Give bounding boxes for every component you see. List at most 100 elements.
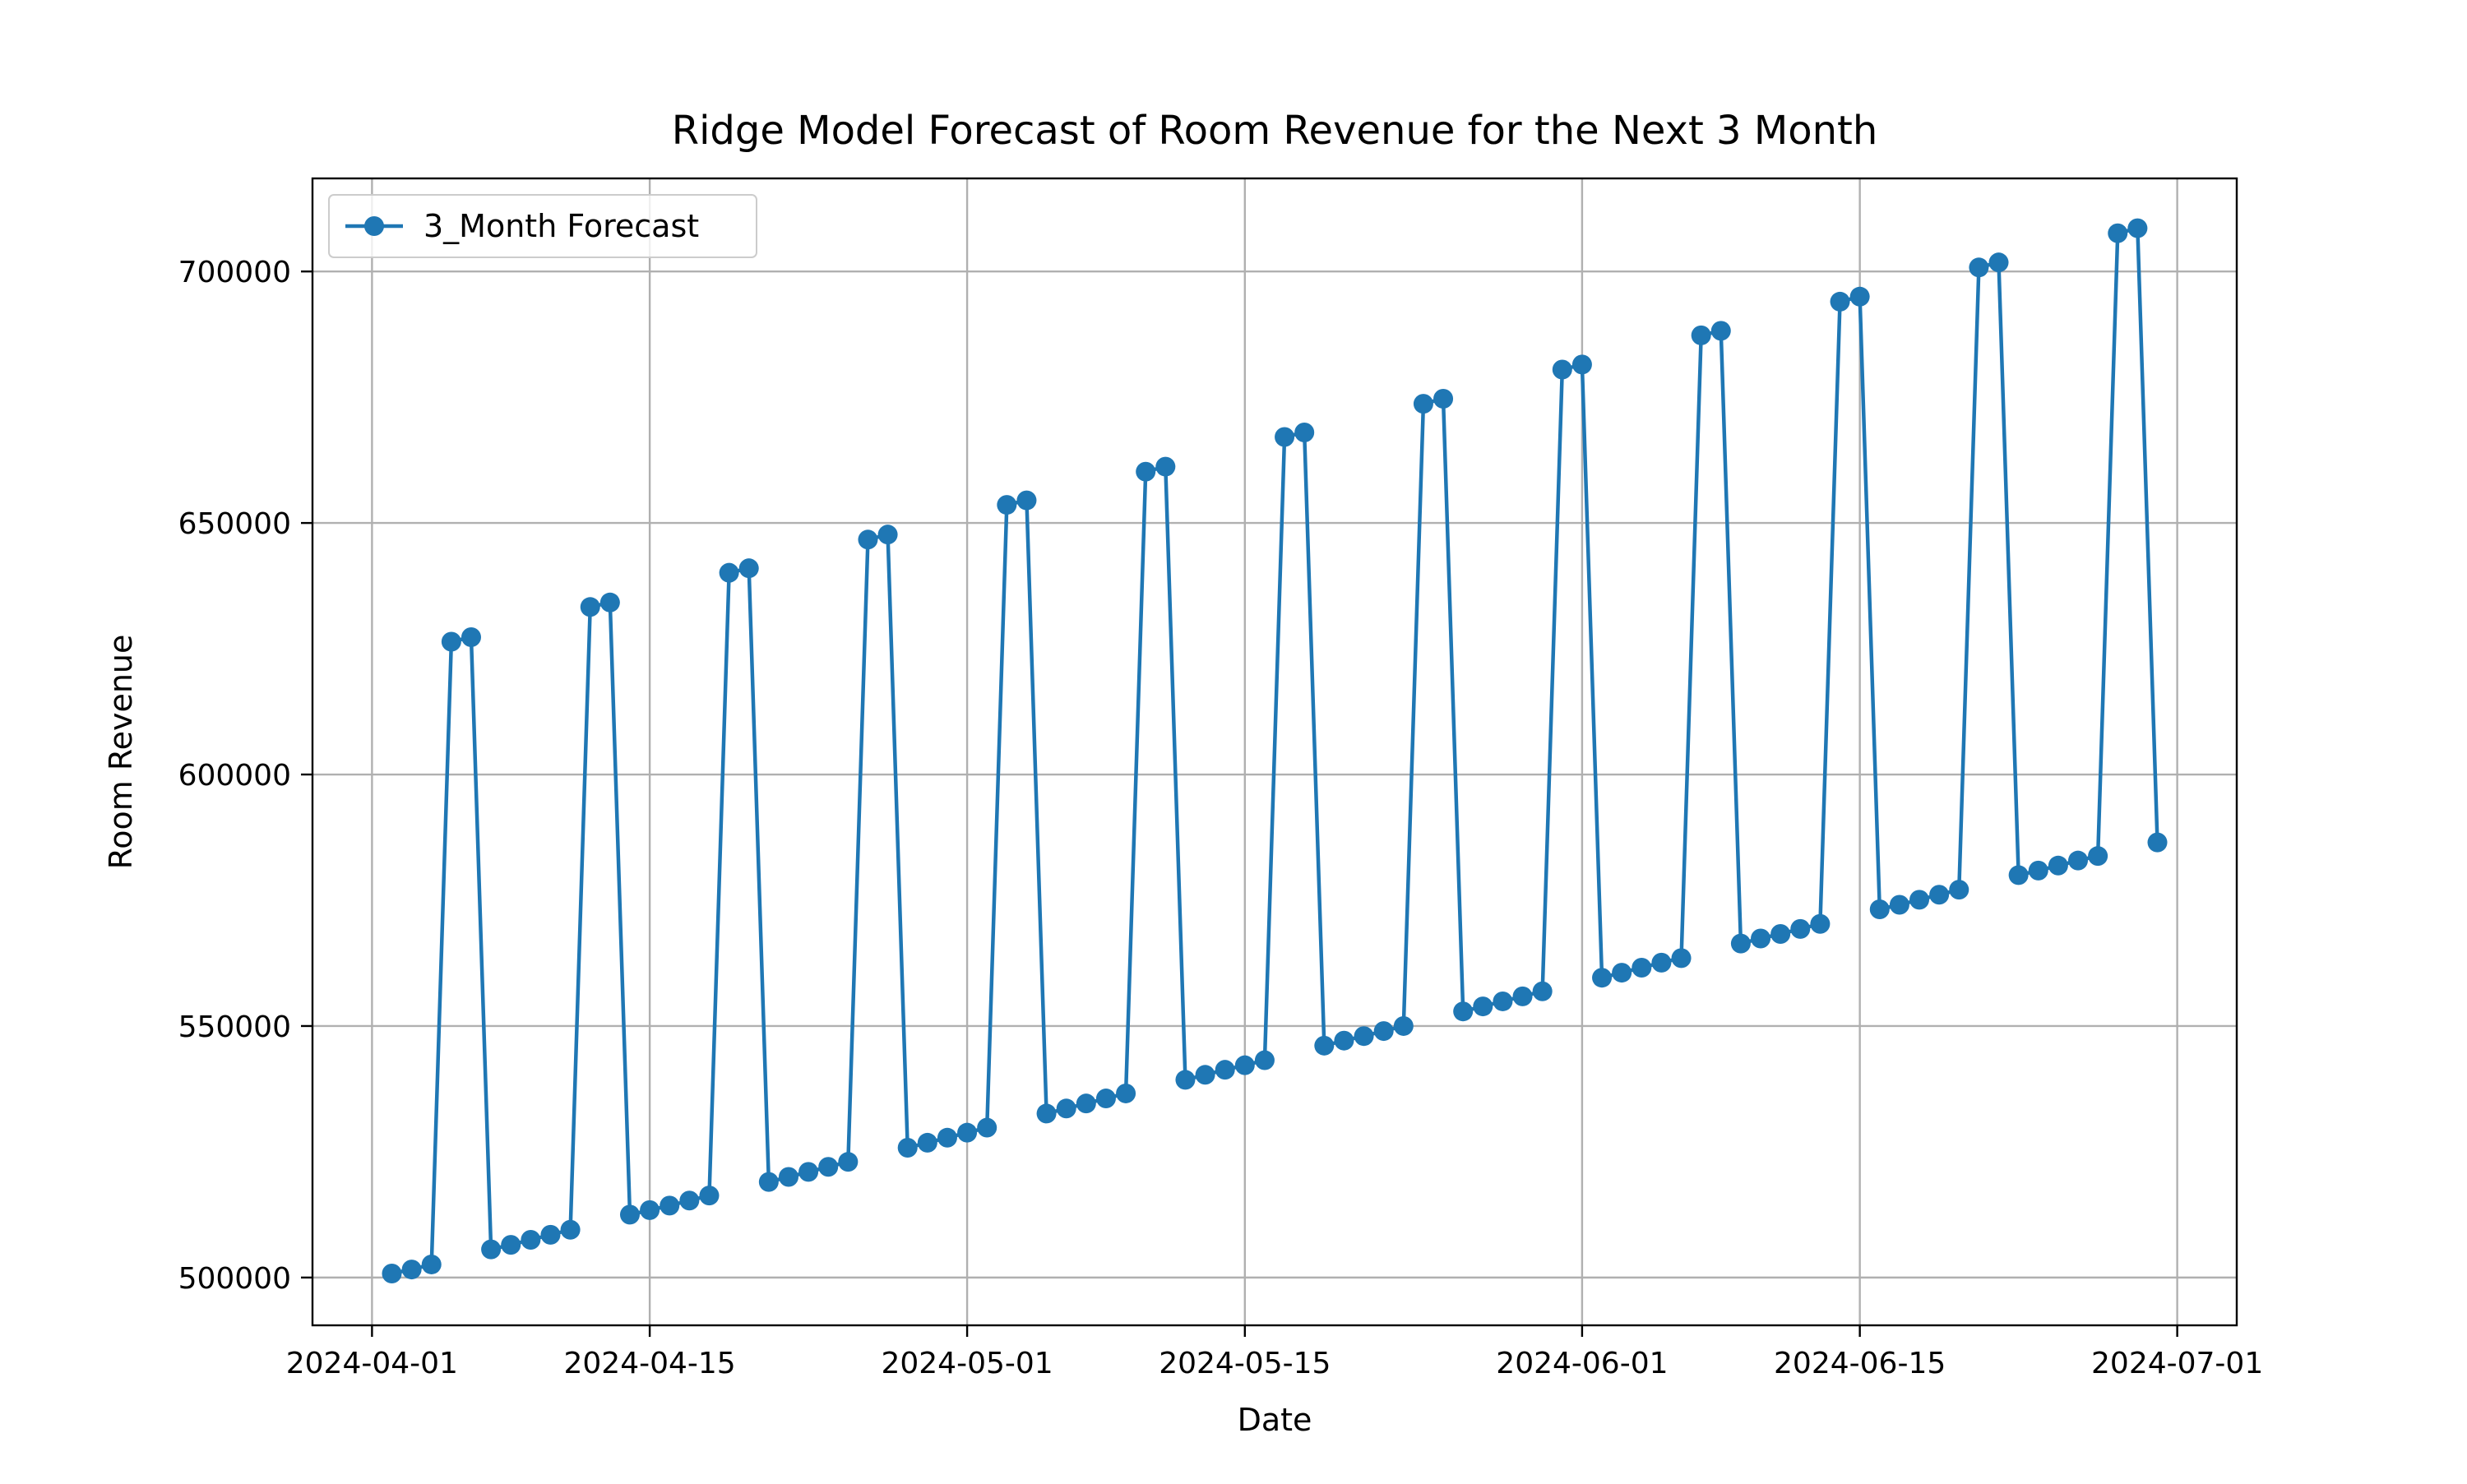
data-point: [501, 1235, 521, 1255]
data-point: [1671, 948, 1692, 969]
data-point: [2028, 860, 2048, 881]
data-point: [1889, 895, 1909, 915]
data-point: [1612, 963, 1632, 983]
x-tick-label: 2024-06-01: [1496, 1347, 1668, 1380]
data-point: [1869, 899, 1890, 920]
y-axis-label: Room Revenue: [103, 635, 139, 870]
y-tick-label: 600000: [178, 759, 291, 793]
legend-marker-swatch: [364, 216, 384, 236]
data-point: [1354, 1026, 1374, 1047]
data-point: [858, 529, 878, 550]
data-point: [1314, 1035, 1335, 1056]
tick-layer: 2024-04-01 2024-04-15 2024-05-01 2024-05-15…: [178, 256, 2264, 1380]
series-layer: [382, 218, 2168, 1283]
data-point: [917, 1132, 937, 1153]
data-point: [2108, 223, 2128, 243]
data-point: [599, 592, 620, 613]
data-point: [1730, 933, 1751, 954]
data-point: [1691, 325, 1711, 345]
data-point: [818, 1157, 839, 1177]
data-point: [619, 1204, 640, 1225]
data-point: [2068, 850, 2089, 871]
data-point: [1790, 918, 1811, 939]
data-point: [1016, 490, 1037, 511]
data-point: [1532, 981, 1553, 1001]
data-point: [1988, 252, 2009, 273]
data-point: [461, 627, 481, 647]
data-point: [738, 558, 759, 579]
data-point: [758, 1172, 779, 1192]
data-point: [1453, 1001, 1474, 1022]
data-point: [521, 1229, 541, 1250]
data-point: [1294, 422, 1315, 442]
x-tick-label: 2024-04-15: [563, 1347, 735, 1380]
data-point: [660, 1195, 680, 1216]
data-point: [1136, 461, 1156, 482]
x-tick-label: 2024-06-15: [1774, 1347, 1946, 1380]
data-point: [540, 1224, 561, 1245]
data-point: [1056, 1098, 1076, 1119]
data-point: [1234, 1055, 1255, 1075]
data-point: [441, 631, 461, 652]
data-point: [1929, 885, 1950, 905]
data-point: [1571, 354, 1592, 375]
data-point: [977, 1117, 997, 1138]
data-point: [1116, 1083, 1136, 1103]
data-point: [421, 1254, 442, 1274]
data-point: [1949, 880, 1969, 900]
data-point: [1512, 986, 1533, 1006]
plot-area-frame: [311, 177, 2238, 1327]
data-point: [1215, 1060, 1235, 1080]
legend-box: [328, 194, 757, 258]
data-point: [1195, 1065, 1215, 1085]
data-point: [838, 1152, 859, 1172]
data-point: [719, 562, 739, 583]
x-tick-label: 2024-05-01: [881, 1347, 1053, 1380]
data-point: [1334, 1030, 1354, 1051]
data-point: [1036, 1103, 1057, 1124]
data-point: [382, 1263, 402, 1283]
data-point: [699, 1186, 720, 1206]
data-point: [1275, 427, 1295, 447]
data-point: [1393, 1015, 1414, 1036]
data-point: [2048, 855, 2068, 876]
data-point: [1632, 957, 1652, 978]
data-point: [1849, 286, 1870, 307]
chart-title: Ridge Model Forecast of Room Revenue for…: [672, 108, 1878, 154]
data-point: [1373, 1021, 1394, 1042]
x-tick-label: 2024-07-01: [2091, 1347, 2263, 1380]
x-tick-label: 2024-05-15: [1159, 1347, 1331, 1380]
x-tick-label: 2024-04-01: [286, 1347, 458, 1380]
data-point: [1770, 923, 1791, 944]
data-point: [1710, 321, 1731, 341]
data-point: [1909, 890, 1930, 910]
data-point: [1969, 257, 1989, 278]
data-point: [798, 1162, 819, 1182]
data-point: [2008, 865, 2029, 885]
data-point: [1651, 952, 1672, 973]
data-point: [2127, 218, 2148, 238]
data-point: [560, 1219, 581, 1240]
data-point: [2088, 846, 2108, 867]
data-point: [1095, 1089, 1116, 1109]
data-point: [1552, 359, 1572, 380]
legend-label: 3_Month Forecast: [424, 208, 699, 244]
data-point: [897, 1138, 918, 1158]
data-point: [1076, 1093, 1096, 1114]
data-point: [1592, 968, 1613, 988]
data-point: [1433, 388, 1454, 409]
data-point: [401, 1260, 422, 1280]
data-point: [2147, 832, 2168, 853]
data-point: [1473, 996, 1493, 1017]
y-tick-label: 700000: [178, 256, 291, 289]
x-axis-label: Date: [1238, 1402, 1312, 1438]
data-point: [957, 1122, 978, 1143]
data-point: [1810, 913, 1831, 934]
data-point: [481, 1239, 502, 1260]
data-point: [937, 1127, 957, 1148]
data-point: [877, 525, 898, 545]
data-point: [1175, 1070, 1196, 1090]
data-point: [997, 495, 1017, 515]
